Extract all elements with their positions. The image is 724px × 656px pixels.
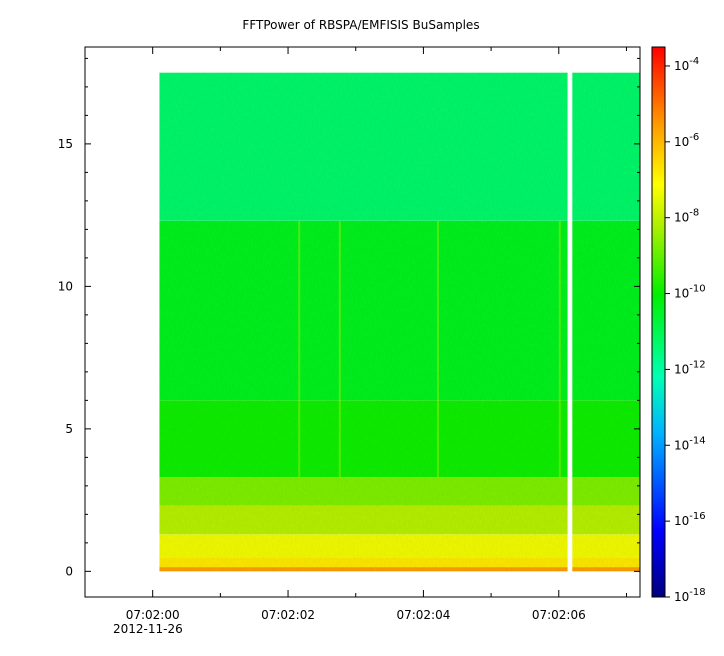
x-tick-label: 07:02:06	[532, 608, 586, 622]
streak-1	[338, 220, 341, 478]
heatmap-band-0	[159, 567, 640, 572]
data-gap	[567, 71, 573, 574]
heatmap-band-7	[159, 72, 640, 221]
colorbar-gradient	[651, 46, 666, 598]
chart-title: FFTPower of RBSPA/EMFISIS BuSamples	[242, 18, 479, 32]
heatmap-band-3	[159, 505, 640, 535]
y-tick-label: 0	[65, 564, 73, 578]
y-tick-label: 15	[58, 137, 73, 151]
plot-frame	[84, 46, 641, 598]
x-tick-label: 07:02:00	[126, 608, 180, 622]
streak-0	[298, 220, 301, 478]
colorbar-tick-label: 10-12	[674, 359, 706, 376]
y-tick-label: 10	[58, 279, 73, 293]
x-tick-label: 07:02:04	[396, 608, 450, 622]
colorbar-tick-label: 10-6	[674, 132, 699, 149]
colorbar-tick-label: 10-4	[674, 56, 699, 73]
x-axis: 07:02:00 07:02:02 07:02:04 07:02:06	[84, 47, 627, 622]
heatmap-band-1	[159, 557, 640, 568]
colorbar-tick-label: 10-10	[674, 284, 706, 301]
colorbar-tick-label: 10-8	[674, 208, 699, 225]
heatmap-band-2	[159, 534, 640, 558]
colorbar-tick-label: 10-18	[674, 587, 706, 604]
y-axis: 0 5 10 15	[58, 57, 640, 578]
colorbar-tick-label: 10-16	[674, 511, 706, 528]
plot-area	[159, 71, 640, 574]
streak-3	[558, 220, 561, 478]
heatmap-band-5	[159, 400, 640, 478]
x-date-label: 2012-11-26	[113, 622, 183, 636]
colorbar-tick-label: 10-14	[674, 435, 706, 452]
y-tick-label: 5	[65, 422, 73, 436]
colorbar: 10-4 10-6 10-8 10-10 10-12 10-14 10-16 10-18	[651, 46, 706, 604]
heatmap-band-6	[159, 220, 640, 401]
x-tick-label: 07:02:02	[261, 608, 315, 622]
heatmap-band-4	[159, 477, 640, 506]
streak-2	[436, 220, 439, 478]
